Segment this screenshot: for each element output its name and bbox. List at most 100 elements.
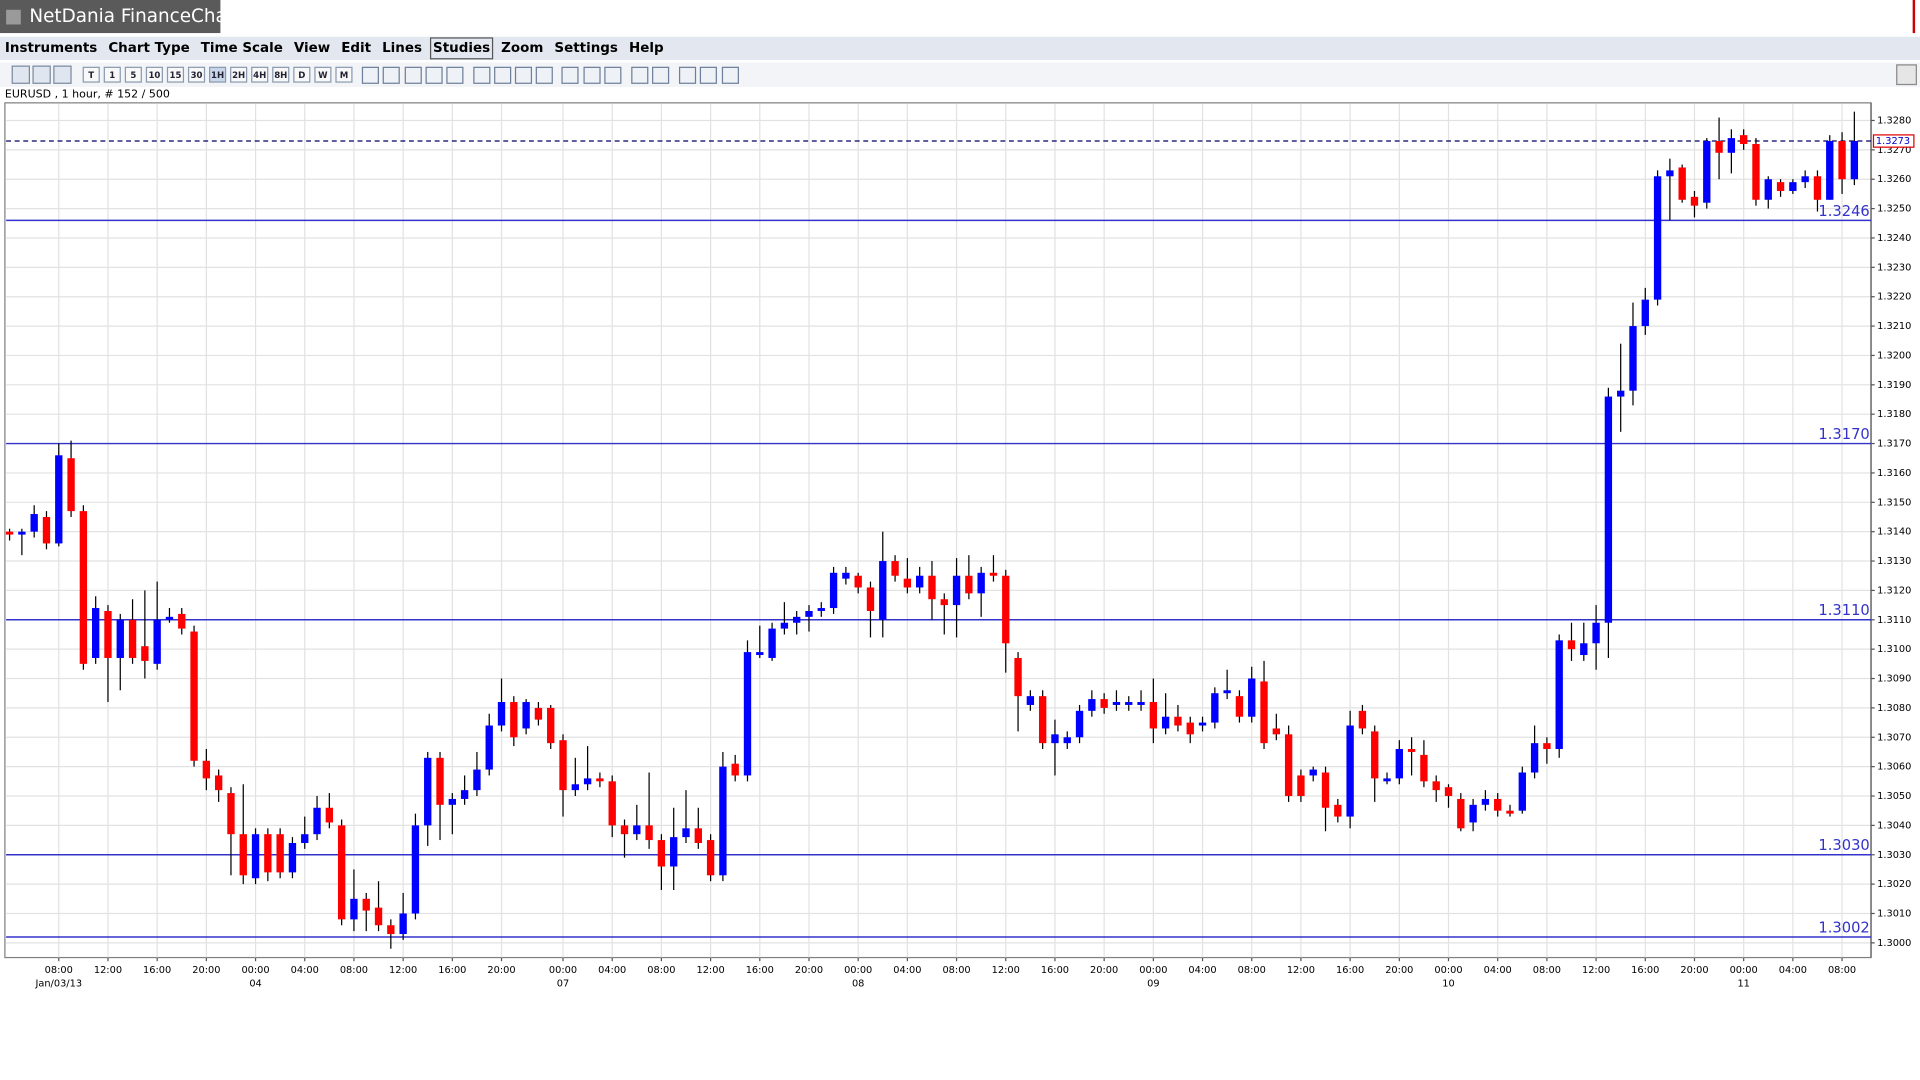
title-tab [0, 0, 221, 34]
menu-item[interactable]: Lines [382, 41, 422, 56]
candle-body [780, 622, 789, 629]
tool-icon[interactable] [652, 66, 670, 84]
timescale-button[interactable] [82, 66, 100, 83]
x-tick-label: 08:00 [1533, 965, 1561, 976]
candle-body [1850, 141, 1859, 180]
tool-icon[interactable] [583, 66, 601, 84]
x-tick-label: 08:00 [340, 965, 368, 976]
candle-body [1063, 737, 1071, 744]
timescale-label: 2H [232, 71, 245, 81]
y-tick-label: 1.3030 [1877, 850, 1911, 861]
candle-body [1592, 622, 1600, 644]
candle-body [547, 707, 555, 744]
menu-item[interactable]: Time Scale [201, 41, 283, 56]
timescale-button[interactable] [293, 66, 311, 83]
candle-body [633, 825, 641, 835]
candle-body [5, 531, 14, 535]
x-tick-label: 12:00 [1582, 965, 1610, 976]
candle-body [67, 458, 75, 512]
tool-icon[interactable] [32, 65, 51, 84]
tool-icon[interactable] [535, 66, 553, 84]
menu-item[interactable]: Edit [341, 41, 371, 56]
timescale-label: 5 [130, 71, 136, 81]
timescale-button[interactable] [251, 66, 269, 83]
tool-icon[interactable] [514, 66, 533, 84]
tool-icon[interactable] [361, 66, 379, 84]
tool-icon[interactable] [11, 65, 30, 84]
menu-item[interactable]: Instruments [5, 41, 97, 56]
tool-icon[interactable] [404, 66, 422, 84]
tool-icon[interactable] [678, 66, 697, 84]
tool-icon[interactable] [631, 66, 649, 84]
y-tick-label: 1.3270 [1877, 145, 1911, 156]
app-icon [6, 9, 21, 25]
x-tick-label: 20:00 [1680, 965, 1708, 976]
timescale-button[interactable] [145, 66, 163, 83]
x-tick-label: 12:00 [696, 965, 724, 976]
candle-body [1137, 702, 1145, 705]
candle-body [1764, 179, 1772, 200]
candle-body [682, 828, 690, 838]
y-tick-label: 1.3250 [1877, 204, 1911, 215]
tool-icon[interactable] [494, 66, 512, 84]
timescale-button[interactable] [209, 66, 227, 83]
candle-body [989, 572, 998, 576]
menu-item[interactable]: Help [629, 41, 664, 56]
timescale-button[interactable] [124, 66, 142, 83]
candle-body [227, 793, 235, 835]
menu-item[interactable]: Chart Type [108, 41, 189, 56]
timescale-button[interactable] [230, 66, 248, 83]
y-tick-label: 1.3040 [1877, 820, 1911, 831]
panel-toggle[interactable] [1896, 64, 1917, 86]
candle-body [1494, 798, 1502, 811]
candle-body [522, 702, 530, 729]
tool-icon[interactable] [473, 66, 491, 84]
menu-item[interactable]: View [294, 41, 330, 56]
timescale-button[interactable] [166, 66, 185, 83]
timescale-button[interactable] [103, 66, 121, 83]
candle-body [485, 725, 493, 770]
x-tick-label: 00:00 [1730, 965, 1758, 976]
candle-body [608, 781, 616, 826]
tool-icon[interactable] [53, 65, 72, 84]
y-tick-label: 1.3180 [1877, 409, 1911, 420]
candle-body [1518, 772, 1526, 811]
x-tick-label: 16:00 [746, 965, 774, 976]
y-tick-label: 1.3240 [1877, 233, 1911, 244]
timescale-button[interactable] [314, 66, 332, 83]
candle-body [214, 775, 223, 791]
tool-icon[interactable] [561, 66, 579, 84]
candle-body [1321, 772, 1330, 808]
candle-body [657, 840, 666, 867]
tool-icon[interactable] [425, 66, 443, 84]
x-tick-label: 12:00 [94, 965, 122, 976]
candle-body [719, 766, 727, 876]
menu-item[interactable]: Settings [554, 41, 618, 56]
x-tick-label: 08:00 [647, 965, 675, 976]
candle-body [251, 834, 260, 879]
tool-icon[interactable] [699, 66, 717, 84]
tool-icon[interactable] [382, 66, 400, 84]
tool-icon[interactable] [721, 66, 739, 84]
candle-body [1801, 176, 1809, 183]
menu-item[interactable]: Studies [433, 41, 490, 56]
candle-body [1371, 731, 1379, 779]
candle-body [1198, 722, 1207, 726]
candle-body [1051, 734, 1059, 744]
plot-frame [4, 102, 1872, 959]
menu-highlight [429, 37, 494, 60]
timescale-button[interactable] [335, 66, 353, 83]
candle-body [534, 707, 543, 720]
candle-body [1223, 690, 1231, 694]
menu-item[interactable]: Zoom [501, 41, 543, 56]
window-title: NetDania FinanceChart [29, 6, 241, 27]
candle-body [1125, 702, 1133, 705]
tool-icon[interactable] [446, 66, 464, 84]
timescale-button[interactable] [187, 66, 206, 83]
y-tick-label: 1.3170 [1877, 439, 1911, 450]
tool-icon[interactable] [604, 66, 622, 84]
timescale-button[interactable] [272, 66, 290, 83]
candle-body [362, 898, 370, 911]
level-label: 1.3002 [1818, 919, 1869, 936]
